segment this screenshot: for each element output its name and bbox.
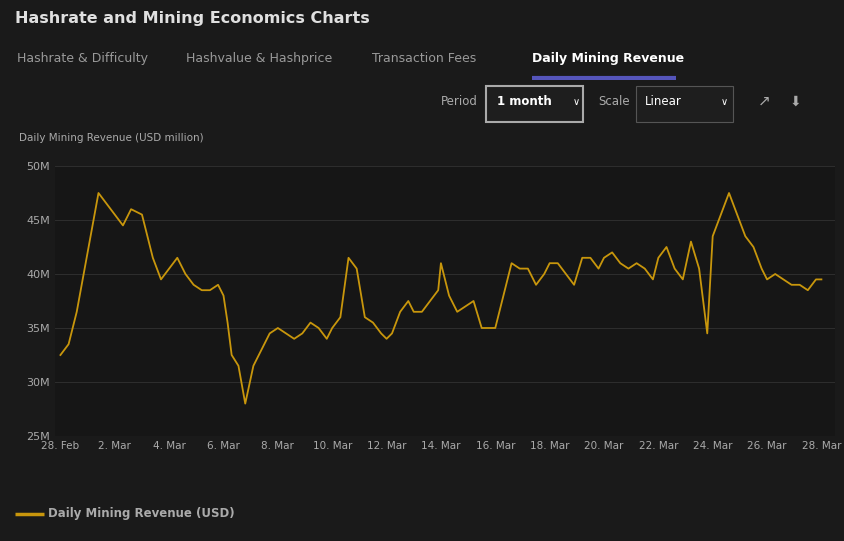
Text: Hashvalue & Hashprice: Hashvalue & Hashprice bbox=[186, 51, 332, 65]
Text: Daily Mining Revenue: Daily Mining Revenue bbox=[532, 51, 684, 65]
Text: Hashrate & Difficulty: Hashrate & Difficulty bbox=[17, 51, 148, 65]
Text: Period: Period bbox=[440, 95, 477, 108]
Text: Daily Mining Revenue (USD): Daily Mining Revenue (USD) bbox=[48, 507, 235, 520]
Text: Hashrate and Mining Economics Charts: Hashrate and Mining Economics Charts bbox=[15, 11, 370, 27]
Text: 1 month: 1 month bbox=[496, 95, 551, 108]
Text: Transaction Fees: Transaction Fees bbox=[371, 51, 475, 65]
Text: ∨: ∨ bbox=[720, 97, 727, 107]
Text: ⬇: ⬇ bbox=[789, 95, 801, 109]
FancyBboxPatch shape bbox=[485, 86, 582, 122]
Text: Daily Mining Revenue (USD million): Daily Mining Revenue (USD million) bbox=[19, 133, 203, 143]
Text: Linear: Linear bbox=[644, 95, 681, 108]
Text: ↗: ↗ bbox=[757, 94, 770, 109]
Text: ∨: ∨ bbox=[572, 97, 579, 107]
Text: Scale: Scale bbox=[598, 95, 629, 108]
FancyBboxPatch shape bbox=[636, 86, 733, 122]
